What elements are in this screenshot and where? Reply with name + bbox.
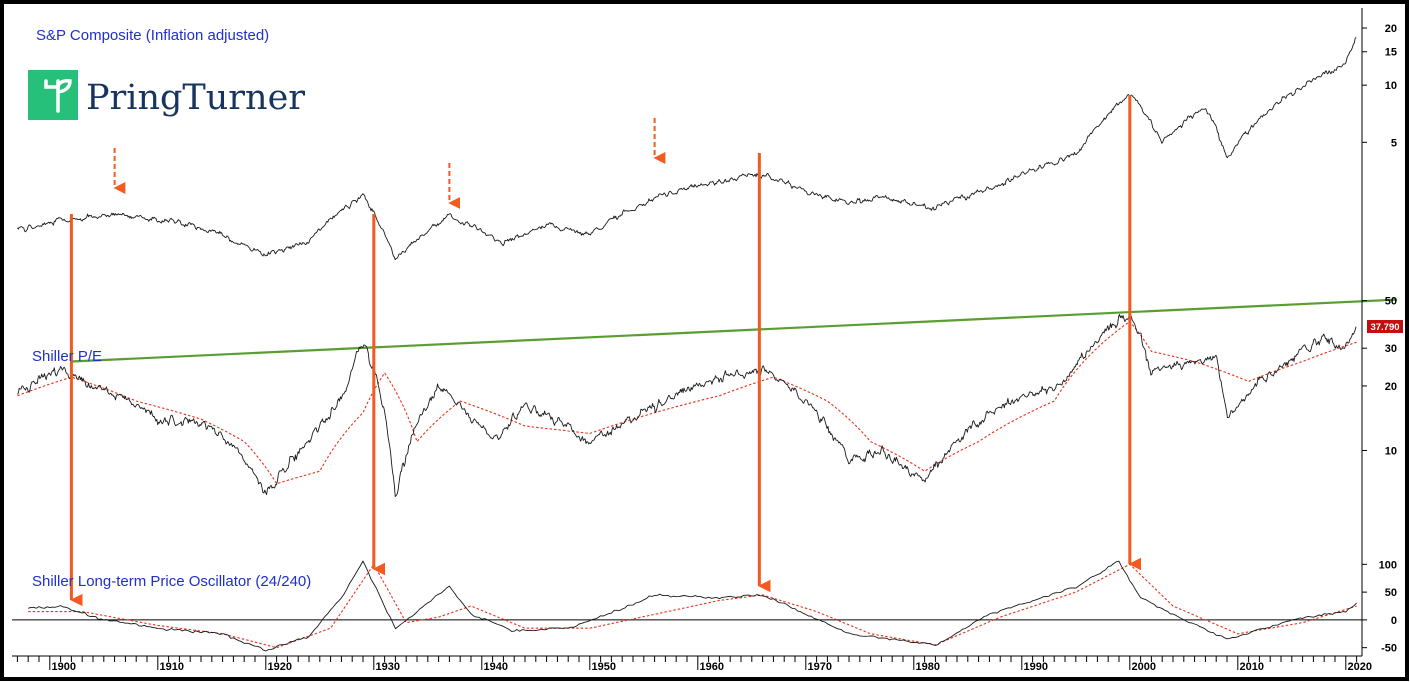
- series-line: [17, 313, 1357, 497]
- x-tick-label: 1990: [1024, 661, 1048, 673]
- pringturner-logo: PringTurner: [28, 70, 305, 120]
- sprout-icon-glyph: [44, 79, 72, 113]
- y-tick-label: -50: [1381, 643, 1397, 655]
- x-tick-label: 2010: [1240, 661, 1264, 673]
- logo-text: PringTurner: [86, 78, 305, 118]
- sp-composite-title: S&P Composite (Inflation adjusted): [36, 27, 269, 44]
- panel-2: [17, 298, 1398, 497]
- y-tick-label: 20: [1385, 381, 1397, 393]
- last-value-badge: 37.790: [1367, 320, 1403, 333]
- oscillator-title: Shiller Long-term Price Oscillator (24/2…: [32, 573, 311, 590]
- panel-1: [17, 36, 1357, 261]
- y-tick-label: 10: [1385, 80, 1397, 92]
- sprout-icon: [28, 70, 78, 120]
- y-tick-label: 50: [1385, 296, 1397, 308]
- x-tick-label: 1970: [808, 661, 832, 673]
- y-tick-label: 100: [1379, 559, 1397, 571]
- x-tick-label: 1980: [916, 661, 940, 673]
- y-tick-label: 15: [1385, 47, 1397, 59]
- y-tick-label: 5: [1391, 137, 1397, 149]
- x-tick-label: 1940: [484, 661, 508, 673]
- series-line: [17, 36, 1357, 261]
- panel-3: [12, 560, 1362, 652]
- y-tick-label: 0: [1391, 615, 1397, 627]
- y-tick-label: 10: [1385, 445, 1397, 457]
- series-line: [28, 560, 1357, 652]
- x-tick-label: 2000: [1132, 661, 1156, 673]
- x-tick-label: 1950: [592, 661, 616, 673]
- y-tick-label: 20: [1385, 23, 1397, 35]
- x-tick-label: 2020: [1348, 661, 1372, 673]
- moving-average-line: [28, 563, 1357, 649]
- x-tick-label: 1930: [376, 661, 400, 673]
- trendline: [71, 298, 1398, 363]
- y-tick-label: 30: [1385, 343, 1397, 355]
- x-tick-label: 1910: [160, 661, 184, 673]
- y-tick-label: 50: [1385, 587, 1397, 599]
- x-tick-label: 1900: [52, 661, 76, 673]
- moving-average-line: [17, 320, 1357, 485]
- x-tick-label: 1920: [268, 661, 292, 673]
- x-tick-label: 1960: [700, 661, 724, 673]
- shiller-pe-title: Shiller P/E: [32, 348, 102, 365]
- last-value-text: 37.790: [1370, 322, 1399, 333]
